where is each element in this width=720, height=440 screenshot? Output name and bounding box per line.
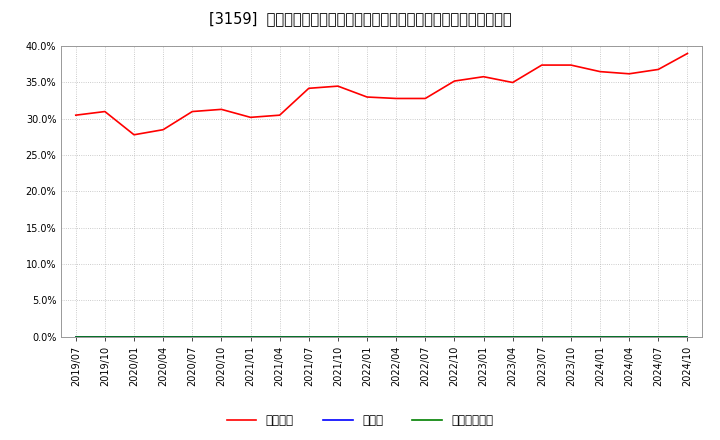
繰延税金資産 [567, 334, 575, 339]
繰延税金資産 [480, 334, 488, 339]
のれん [130, 334, 138, 339]
Line: 自己資本: 自己資本 [76, 53, 688, 135]
のれん [537, 334, 546, 339]
Text: [3159]  自己資本、のれん、繰延税金資産の総資産に対する比率の推移: [3159] 自己資本、のれん、繰延税金資産の総資産に対する比率の推移 [209, 11, 511, 26]
自己資本 [450, 78, 459, 84]
自己資本 [333, 84, 342, 89]
自己資本 [625, 71, 634, 77]
繰延税金資産 [654, 334, 662, 339]
自己資本 [480, 74, 488, 79]
自己資本 [188, 109, 197, 114]
のれん [305, 334, 313, 339]
繰延税金資産 [71, 334, 80, 339]
繰延税金資産 [101, 334, 109, 339]
のれん [71, 334, 80, 339]
のれん [101, 334, 109, 339]
自己資本 [508, 80, 517, 85]
のれん [654, 334, 662, 339]
のれん [275, 334, 284, 339]
自己資本 [246, 115, 255, 120]
自己資本 [363, 94, 372, 99]
のれん [246, 334, 255, 339]
繰延税金資産 [508, 334, 517, 339]
のれん [683, 334, 692, 339]
繰延税金資産 [188, 334, 197, 339]
のれん [363, 334, 372, 339]
繰延税金資産 [246, 334, 255, 339]
のれん [392, 334, 400, 339]
Legend: 自己資本, のれん, 繰延税金資産: 自己資本, のれん, 繰延税金資産 [222, 410, 498, 432]
自己資本 [421, 96, 430, 101]
自己資本 [130, 132, 138, 137]
のれん [508, 334, 517, 339]
繰延税金資産 [275, 334, 284, 339]
のれん [159, 334, 168, 339]
のれん [480, 334, 488, 339]
自己資本 [275, 113, 284, 118]
のれん [567, 334, 575, 339]
繰延税金資産 [333, 334, 342, 339]
のれん [595, 334, 604, 339]
のれん [625, 334, 634, 339]
繰延税金資産 [217, 334, 226, 339]
のれん [450, 334, 459, 339]
繰延税金資産 [450, 334, 459, 339]
自己資本 [537, 62, 546, 68]
自己資本 [305, 86, 313, 91]
自己資本 [101, 109, 109, 114]
繰延税金資産 [363, 334, 372, 339]
繰延税金資産 [159, 334, 168, 339]
繰延税金資産 [130, 334, 138, 339]
自己資本 [683, 51, 692, 56]
自己資本 [392, 96, 400, 101]
のれん [217, 334, 226, 339]
自己資本 [595, 69, 604, 74]
のれん [188, 334, 197, 339]
自己資本 [654, 67, 662, 72]
のれん [421, 334, 430, 339]
繰延税金資産 [537, 334, 546, 339]
繰延税金資産 [683, 334, 692, 339]
自己資本 [71, 113, 80, 118]
繰延税金資産 [595, 334, 604, 339]
繰延税金資産 [392, 334, 400, 339]
繰延税金資産 [421, 334, 430, 339]
自己資本 [159, 127, 168, 132]
繰延税金資産 [305, 334, 313, 339]
自己資本 [567, 62, 575, 68]
のれん [333, 334, 342, 339]
繰延税金資産 [625, 334, 634, 339]
自己資本 [217, 107, 226, 112]
